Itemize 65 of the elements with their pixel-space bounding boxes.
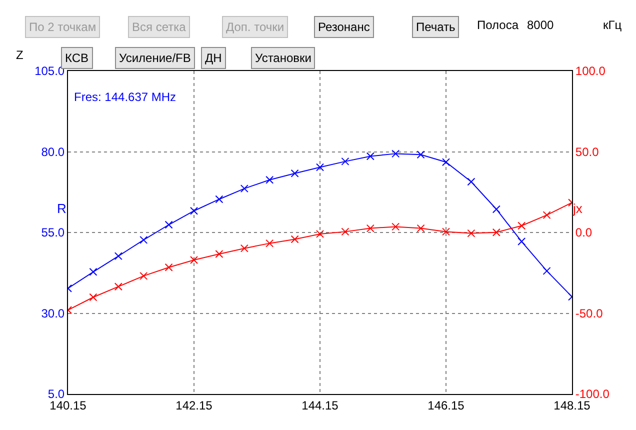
point (266, 176, 274, 184)
y2-tick-label: 0.0 (575, 226, 592, 240)
point (467, 178, 476, 186)
text: Доп. точки (226, 20, 284, 34)
point (89, 268, 98, 276)
point (266, 239, 274, 248)
y-tick-label: 105.0 (34, 64, 65, 78)
point (190, 256, 198, 264)
text: Установки (255, 51, 312, 65)
point (114, 252, 122, 260)
point (366, 152, 374, 160)
text: кГц (603, 18, 622, 32)
point (542, 211, 551, 220)
point (164, 220, 173, 229)
point (290, 235, 299, 244)
point (190, 206, 198, 215)
point (442, 158, 450, 166)
y-axis-title: R (57, 201, 66, 216)
point (518, 238, 526, 246)
point (467, 229, 476, 238)
point (215, 195, 224, 204)
x-tick-label: 142.15 (176, 398, 213, 412)
point (442, 228, 450, 236)
point (518, 222, 526, 230)
text: Вся сетка (132, 20, 186, 34)
point (366, 224, 374, 232)
text: Усиление/FB (119, 51, 191, 65)
text: По 2 точкам (29, 20, 96, 34)
text: Печать (416, 20, 456, 34)
text: Z (16, 48, 24, 62)
point (114, 282, 122, 291)
x-tick-label: 146.15 (428, 398, 465, 412)
y-tick-label: 80.0 (41, 144, 65, 159)
point (416, 224, 425, 232)
y2-axis-title: jx (572, 201, 583, 216)
text: 8000 (527, 18, 554, 32)
point (316, 230, 324, 238)
point (164, 263, 173, 272)
point (492, 205, 500, 214)
text: Полоса (477, 18, 519, 32)
point (542, 266, 551, 275)
point (140, 272, 148, 280)
point (240, 244, 248, 252)
point (240, 184, 248, 193)
y2-tick-label: 100.0 (575, 64, 606, 78)
point (215, 250, 224, 258)
text: КСВ (65, 51, 89, 65)
point (316, 163, 324, 172)
y2-tick-label: 50.0 (575, 144, 600, 159)
point (290, 169, 299, 178)
point (89, 293, 98, 302)
x-tick-label: 144.15 (302, 398, 339, 412)
y-tick-label: 30.0 (41, 306, 65, 320)
point (416, 150, 425, 159)
point (492, 228, 500, 236)
point (140, 236, 148, 244)
point (392, 222, 400, 231)
y2-tick-label: -50.0 (575, 306, 604, 320)
y-tick-label: 55.0 (41, 226, 65, 240)
point (341, 157, 350, 166)
text: ДН (205, 51, 222, 65)
annotation: Fres: 144.637 MHz (74, 90, 176, 104)
point (341, 228, 350, 236)
point (392, 150, 400, 158)
text: Резонанс (318, 20, 370, 34)
